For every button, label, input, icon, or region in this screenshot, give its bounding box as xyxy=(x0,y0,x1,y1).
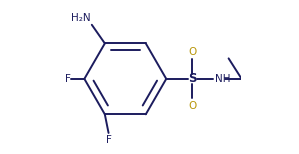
Text: NH: NH xyxy=(215,74,230,84)
Text: F: F xyxy=(106,135,112,145)
Text: O: O xyxy=(188,101,196,111)
Text: O: O xyxy=(188,47,196,57)
Text: H₂N: H₂N xyxy=(71,13,91,23)
Text: F: F xyxy=(65,74,70,84)
Text: S: S xyxy=(188,72,196,85)
